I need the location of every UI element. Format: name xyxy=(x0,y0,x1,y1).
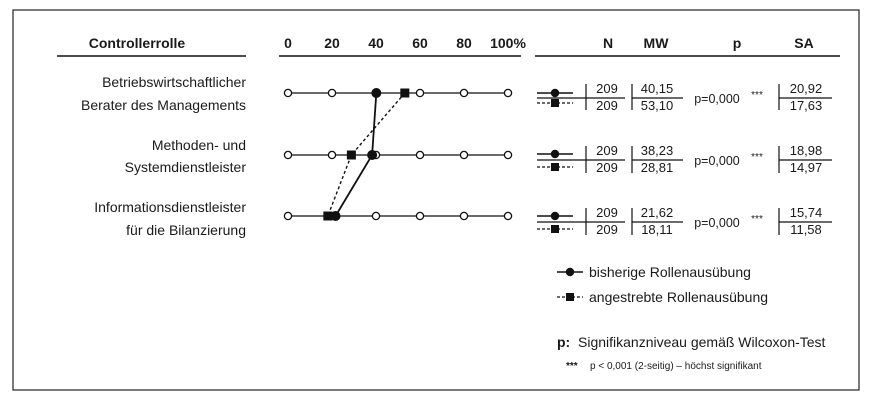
scale-point-3-2 xyxy=(371,211,381,221)
role-label-1-line1: Betriebswirtschaftlicher xyxy=(102,74,246,90)
marker-bisherige-2 xyxy=(367,150,378,160)
stats-row-1-n-2: 209 xyxy=(596,98,618,113)
stats-row-1: 209 209 40,15 53,10 p=0,000 *** 20,92 17… xyxy=(537,81,832,113)
legend-dashed-marker xyxy=(566,293,574,301)
legend: bisherige Rollenausübung angestrebte Rol… xyxy=(557,264,768,305)
scale-point-3-4 xyxy=(459,211,469,221)
scale-point-2-0 xyxy=(283,150,293,160)
stats-row-3-p: p=0,000 xyxy=(694,216,740,230)
header-n: N xyxy=(603,35,613,51)
stats-row-3-solid-marker xyxy=(550,211,560,221)
stats-row-2-n-1: 209 xyxy=(596,143,618,158)
marker-bisherige-1 xyxy=(371,88,382,98)
legend-solid-label: bisherige Rollenausübung xyxy=(589,264,751,280)
x-tick-label-5: 100% xyxy=(490,35,526,51)
scale-point-3-3 xyxy=(415,211,425,221)
x-tick-label-4: 80 xyxy=(456,35,472,51)
scale-point-3-5 xyxy=(503,211,513,221)
stats-row-2-p: p=0,000 xyxy=(694,154,740,168)
scale-point-1-4 xyxy=(459,88,469,98)
scale-point-1-0 xyxy=(283,88,293,98)
stats-row-3-sa-1: 15,74 xyxy=(790,205,823,220)
legend-solid-marker xyxy=(565,267,575,277)
scale-point-2-5 xyxy=(503,150,513,160)
stats-row-3-mw-1: 21,62 xyxy=(641,205,674,220)
header-sa: SA xyxy=(794,35,813,51)
marker-angestrebte-2 xyxy=(346,150,356,160)
scale-point-1-1 xyxy=(327,88,337,98)
marker-angestrebte-1 xyxy=(400,88,410,98)
stats-row-3-n-2: 209 xyxy=(596,222,618,237)
stats-row-3-sa-2: 11,58 xyxy=(790,222,822,237)
note-p-label: p: xyxy=(557,334,570,350)
role-label-3-line2: für die Bilanzierung xyxy=(126,222,246,238)
scale-point-1-5 xyxy=(503,88,513,98)
stats-row-2-stars: *** xyxy=(751,152,763,163)
x-tick-labels: 0 20 40 60 80 100% xyxy=(284,35,526,51)
scale-lines xyxy=(283,88,513,221)
scale-point-1-3 xyxy=(415,88,425,98)
stats-row-2-n-2: 209 xyxy=(596,160,618,175)
stats-row-3: 209 209 21,62 18,11 p=0,000 *** 15,74 11… xyxy=(537,205,832,237)
header-category: Controllerrolle xyxy=(89,35,186,51)
marker-bisherige-3 xyxy=(330,211,341,221)
stats-row-2-mw-1: 38,23 xyxy=(641,143,674,158)
stats-row-3-mw-2: 18,11 xyxy=(641,222,673,237)
stats-row-3-dashed-marker xyxy=(551,225,559,233)
legend-dashed-label: angestrebte Rollenausübung xyxy=(589,289,768,305)
stats-row-1-mw-1: 40,15 xyxy=(641,81,674,96)
header-mw: MW xyxy=(644,35,670,51)
stats-row-2-mw-2: 28,81 xyxy=(641,160,674,175)
role-label-2-line2: Systemdienstleister xyxy=(125,159,247,175)
x-tick-label-0: 0 xyxy=(284,35,292,51)
stats-row-1-solid-marker xyxy=(550,88,560,98)
x-tick-label-1: 20 xyxy=(324,35,340,51)
x-tick-label-3: 60 xyxy=(412,35,428,51)
scale-point-3-0 xyxy=(283,211,293,221)
note-stars-label: *** xyxy=(566,361,578,372)
stats-row-2-sa-2: 14,97 xyxy=(790,160,823,175)
stats-row-2-sa-1: 18,98 xyxy=(790,143,823,158)
stats-row-1-sa-1: 20,92 xyxy=(790,81,823,96)
note-stars-text: p < 0,001 (2-seitig) – höchst signifikan… xyxy=(590,361,762,372)
marker-angestrebte-3 xyxy=(323,211,333,221)
role-label-3-line1: Informationsdienstleister xyxy=(94,199,246,215)
scale-point-2-3 xyxy=(415,150,425,160)
stats-row-1-n-1: 209 xyxy=(596,81,618,96)
stats-row-2: 209 209 38,23 28,81 p=0,000 *** 18,98 14… xyxy=(537,143,832,175)
scale-point-2-1 xyxy=(327,150,337,160)
stats-row-1-sa-2: 17,63 xyxy=(790,98,823,113)
stats-row-1-p: p=0,000 xyxy=(694,92,740,106)
series-markers xyxy=(323,88,410,221)
header-p: p xyxy=(733,35,742,51)
stats-row-3-n-1: 209 xyxy=(596,205,618,220)
stats-row-1-mw-2: 53,10 xyxy=(641,98,674,113)
stats-row-3-stars: *** xyxy=(751,214,763,225)
stats-row-2-solid-marker xyxy=(550,149,560,159)
scale-point-2-4 xyxy=(459,150,469,160)
stats-row-1-stars: *** xyxy=(751,90,763,101)
figure-frame xyxy=(12,9,860,391)
x-tick-label-2: 40 xyxy=(368,35,384,51)
role-label-1-line2: Berater des Managements xyxy=(81,97,246,113)
role-label-2-line1: Methoden- und xyxy=(152,137,246,153)
note-p-text: Signifikanzniveau gemäß Wilcoxon-Test xyxy=(578,334,826,350)
stats-row-1-dashed-marker xyxy=(551,99,559,107)
stats-row-2-dashed-marker xyxy=(551,163,559,171)
